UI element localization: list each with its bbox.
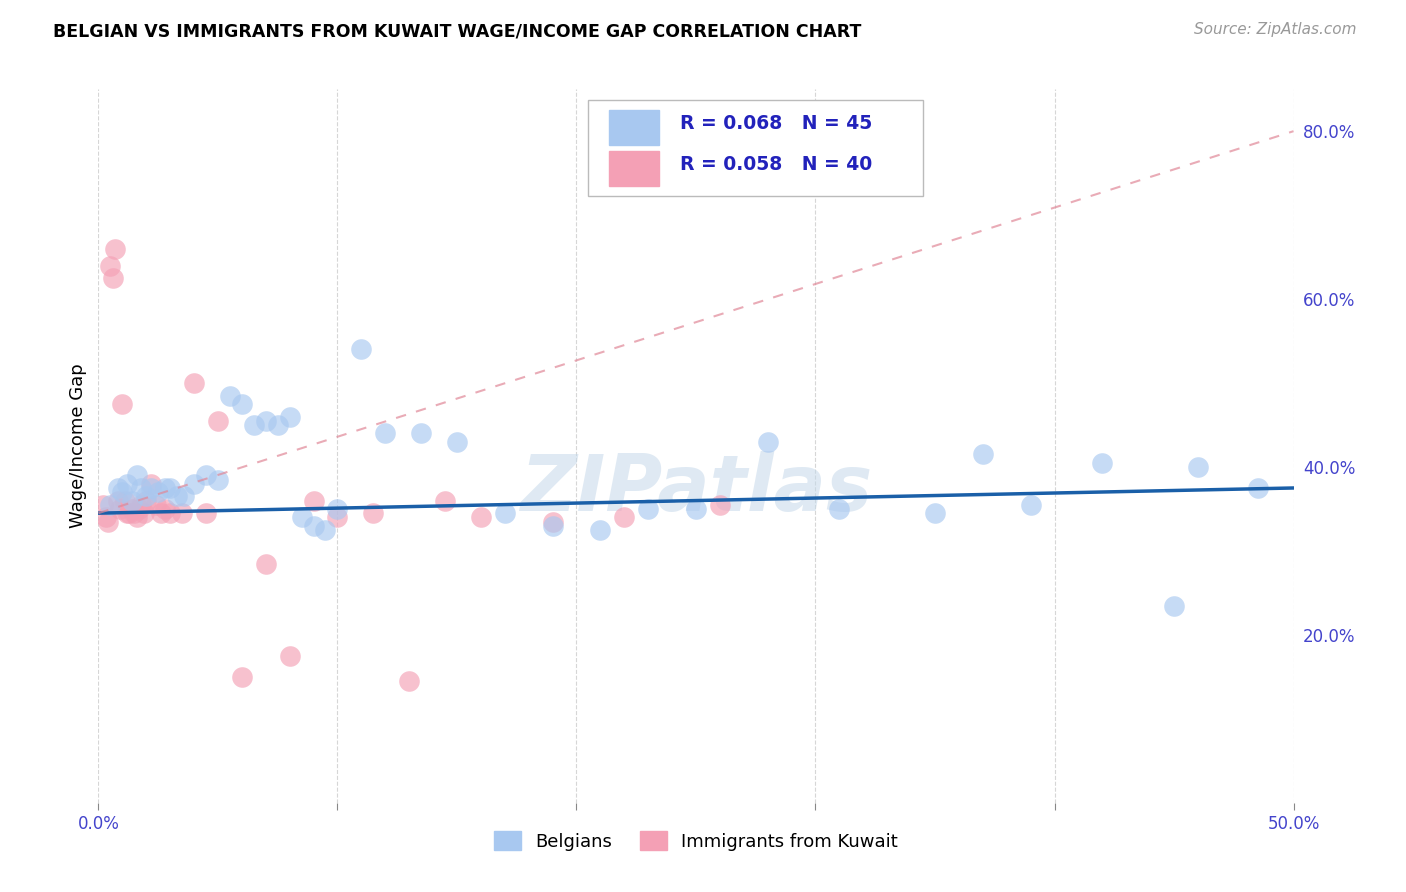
Point: [828, 502, 851, 516]
Y-axis label: Wage/Income Gap: Wage/Income Gap: [69, 364, 87, 528]
Point: [121, 493, 143, 508]
Point: [326, 502, 349, 516]
Text: Source: ZipAtlas.com: Source: ZipAtlas.com: [1194, 22, 1357, 37]
Point: [94, 510, 117, 524]
Point: [756, 434, 779, 449]
Point: [470, 510, 492, 524]
Point: [231, 397, 253, 411]
Point: [363, 506, 385, 520]
Point: [132, 506, 155, 520]
Point: [302, 518, 325, 533]
Point: [207, 414, 229, 428]
Point: [637, 502, 659, 516]
Bar: [609, 152, 659, 186]
Point: [135, 489, 157, 503]
Point: [97, 515, 120, 529]
Point: [350, 343, 373, 357]
Point: [411, 426, 433, 441]
Point: [131, 481, 153, 495]
Point: [115, 506, 138, 520]
Point: [1187, 460, 1209, 475]
Point: [195, 468, 218, 483]
Point: [114, 493, 136, 508]
Point: [302, 493, 325, 508]
Point: [446, 434, 468, 449]
Point: [125, 468, 148, 483]
Text: ZIPatlas: ZIPatlas: [520, 450, 872, 527]
Point: [219, 389, 242, 403]
Point: [118, 506, 141, 520]
Text: R = 0.068   N = 45: R = 0.068 N = 45: [681, 113, 873, 133]
Point: [278, 648, 301, 663]
Point: [149, 506, 172, 520]
Point: [145, 498, 167, 512]
Point: [91, 498, 114, 512]
Point: [183, 476, 205, 491]
Point: [155, 481, 177, 495]
Text: R = 0.058   N = 40: R = 0.058 N = 40: [681, 154, 873, 174]
Point: [108, 502, 131, 516]
Point: [254, 414, 277, 428]
Point: [131, 498, 153, 512]
Point: [159, 481, 181, 495]
Point: [139, 476, 162, 491]
Point: [267, 417, 290, 432]
Point: [121, 502, 143, 516]
Point: [924, 506, 946, 520]
Point: [172, 506, 194, 520]
Point: [254, 557, 277, 571]
Point: [315, 523, 337, 537]
Point: [1019, 498, 1042, 512]
Point: [326, 510, 349, 524]
Point: [374, 426, 396, 441]
Point: [98, 259, 122, 273]
Point: [159, 506, 181, 520]
Point: [111, 397, 134, 411]
Point: [115, 476, 138, 491]
Point: [1091, 456, 1114, 470]
Point: [589, 523, 612, 537]
Point: [107, 493, 129, 508]
Point: [541, 515, 564, 529]
Point: [128, 502, 150, 516]
Point: [434, 493, 457, 508]
Point: [124, 506, 146, 520]
Point: [231, 670, 253, 684]
Point: [278, 409, 301, 424]
Point: [111, 485, 134, 500]
Point: [613, 510, 636, 524]
Point: [98, 498, 122, 512]
Point: [207, 473, 229, 487]
Point: [709, 498, 731, 512]
Point: [125, 510, 148, 524]
Point: [291, 510, 314, 524]
Point: [183, 376, 205, 390]
Point: [494, 506, 516, 520]
Legend: Belgians, Immigrants from Kuwait: Belgians, Immigrants from Kuwait: [486, 824, 905, 858]
Point: [139, 481, 162, 495]
Point: [166, 489, 188, 503]
Point: [107, 481, 129, 495]
Point: [155, 502, 177, 516]
Point: [541, 518, 564, 533]
Point: [685, 502, 707, 516]
Point: [104, 242, 127, 256]
Text: BELGIAN VS IMMIGRANTS FROM KUWAIT WAGE/INCOME GAP CORRELATION CHART: BELGIAN VS IMMIGRANTS FROM KUWAIT WAGE/I…: [53, 22, 862, 40]
Point: [173, 489, 195, 503]
Point: [972, 447, 994, 461]
Point: [101, 271, 124, 285]
Bar: [609, 111, 659, 145]
Point: [195, 506, 218, 520]
Point: [1163, 599, 1185, 613]
Point: [1247, 481, 1270, 495]
Point: [243, 417, 266, 432]
Point: [135, 493, 157, 508]
Point: [398, 674, 420, 689]
Point: [148, 485, 170, 500]
FancyBboxPatch shape: [589, 100, 922, 196]
